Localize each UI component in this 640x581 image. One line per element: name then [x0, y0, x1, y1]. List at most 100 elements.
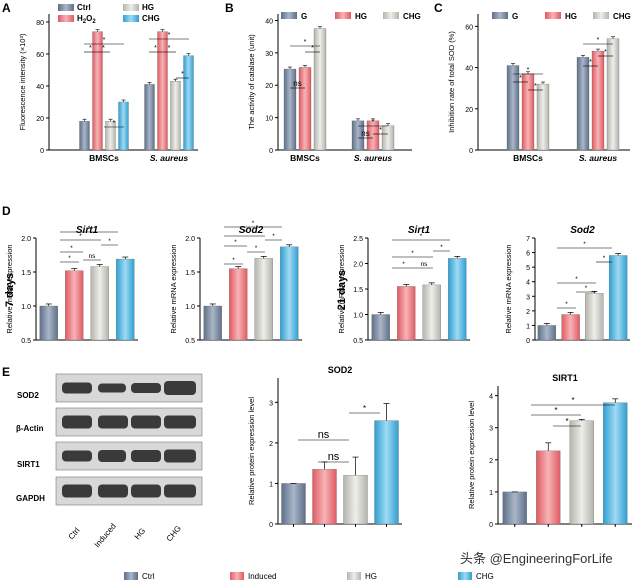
sig-star: *: [113, 120, 116, 127]
y-tick-label: 1: [269, 481, 273, 488]
bar-c-G-1: [576, 57, 590, 151]
bar-a-Ctrl-1: [144, 84, 155, 151]
panel-label-d: D: [2, 204, 11, 218]
blot-band: [62, 382, 92, 394]
bar-d3-2: [422, 284, 441, 341]
panel-label-c: C: [434, 1, 443, 15]
y-tick-label: 2.0: [185, 236, 195, 243]
y-tick-label: 3: [526, 294, 530, 301]
sig-star: *: [108, 238, 111, 245]
blot-label-gapdh: GAPDH: [16, 494, 45, 503]
sig-star: *: [272, 233, 275, 240]
bar-d4-2: [585, 293, 604, 341]
y-tick-label: 20: [465, 107, 473, 114]
bar-d1-3: [116, 258, 135, 341]
y-tick-label: 1.0: [185, 304, 195, 311]
sig-star: *: [102, 45, 105, 52]
y-axis-label: Relative protein expression level: [247, 397, 256, 505]
x-tick-label-1: S. aureus: [579, 153, 618, 163]
y-tick-label: 0.5: [185, 338, 195, 345]
chart-a: 0 20 40 60 80 Fluorescence intensity (×10³) BM…: [18, 3, 198, 163]
y-axis-label: Relative mRNA expression: [337, 244, 346, 333]
sig-star: *: [103, 37, 106, 44]
blot-band: [62, 415, 92, 429]
blot-label-actin: β-Actin: [16, 424, 44, 433]
y-tick-label: 0: [469, 148, 473, 155]
y-tick-label: 40: [465, 66, 473, 73]
chart-title: Sirt1: [76, 225, 99, 236]
sig-star: *: [534, 83, 537, 90]
bar-c-HG-0: [521, 73, 535, 151]
legend-label: HG: [142, 3, 154, 12]
bar-e2-3: [603, 402, 628, 525]
bar-a-HG-1: [170, 81, 181, 151]
legend-swatch-ctrl: [124, 572, 138, 580]
chart-c: 0 20 40 60 Inhibition rate of total SOD (%) B…: [447, 12, 631, 163]
blot-band: [98, 484, 128, 498]
bar-c-CHG-0: [536, 83, 550, 151]
blot-lane-ctrl: Ctrl: [67, 526, 82, 541]
blot-band: [62, 450, 92, 462]
blot-band: [98, 415, 128, 429]
chart-title: Sod2: [239, 225, 264, 236]
sig-star: *: [70, 245, 73, 252]
western-blot: SOD2 β-Actin SIRT1 GAPDH Ctrl Induced HG…: [16, 373, 203, 549]
bar-d1-1: [65, 270, 84, 341]
sig-star: *: [232, 257, 235, 264]
sig-star: *: [168, 45, 171, 52]
legend-swatch: [58, 15, 74, 22]
bar-d3-0: [371, 314, 390, 341]
legend-induced: Induced: [248, 572, 276, 581]
y-tick-label: 4: [526, 280, 530, 287]
bar-e2-0: [502, 491, 527, 525]
sig-star: *: [554, 406, 557, 415]
y-axis-label: Relative protein expression level: [467, 401, 476, 509]
legend-swatch: [492, 12, 508, 19]
legend-swatch: [123, 15, 139, 22]
legend-swatch: [335, 12, 351, 19]
ns-label: ns: [89, 253, 97, 260]
y-tick-label: 2: [526, 309, 530, 316]
sig-star: *: [411, 250, 414, 257]
y-axis-label: Fluorescence intensity (×10³): [18, 33, 27, 130]
legend-hg: HG: [365, 572, 377, 581]
sig-star: *: [597, 37, 600, 44]
legend-swatch: [58, 4, 74, 11]
bar-e1-1: [312, 469, 337, 525]
bar-d3-3: [448, 258, 467, 341]
sig-star: *: [527, 67, 530, 74]
legend-label: CHG: [403, 12, 421, 21]
blot-band: [98, 450, 126, 462]
bar-a-CHG-1: [183, 55, 194, 151]
ns-label: ns: [293, 79, 301, 88]
y-tick-label: 6: [526, 251, 530, 258]
ns-label: ns: [318, 429, 330, 441]
sig-star: *: [154, 45, 157, 52]
sig-star: *: [565, 301, 568, 308]
y-tick-label: 40: [36, 84, 44, 91]
blot-label-sod2: SOD2: [17, 391, 39, 400]
legend-swatch-chg: [458, 572, 472, 580]
legend-swatch: [545, 12, 561, 19]
blot-band: [62, 484, 92, 498]
y-tick-label: 60: [465, 24, 473, 31]
watermark: 头条 @EngineeringForLife: [460, 551, 613, 566]
bar-e2-2: [569, 420, 594, 525]
bar-b-CHG-0: [313, 28, 327, 151]
bar-d2-0: [203, 305, 222, 341]
x-tick-label-1: S. aureus: [150, 153, 189, 163]
chart-title: SIRT1: [552, 373, 578, 383]
sig-star: *: [88, 225, 91, 232]
legend-swatch-hg: [347, 572, 361, 580]
sig-star: *: [440, 244, 443, 251]
y-tick-label: 1.5: [353, 287, 363, 294]
y-tick-label: 4: [489, 394, 493, 401]
legend-label: CHG: [142, 14, 160, 23]
legend-label: HG: [565, 12, 577, 21]
sig-star: *: [363, 404, 366, 413]
y-tick-label: 0: [489, 522, 493, 529]
y-tick-label: 1.0: [353, 313, 363, 320]
y-tick-label: 30: [265, 51, 273, 58]
chart-title: Sirt1: [408, 225, 431, 236]
